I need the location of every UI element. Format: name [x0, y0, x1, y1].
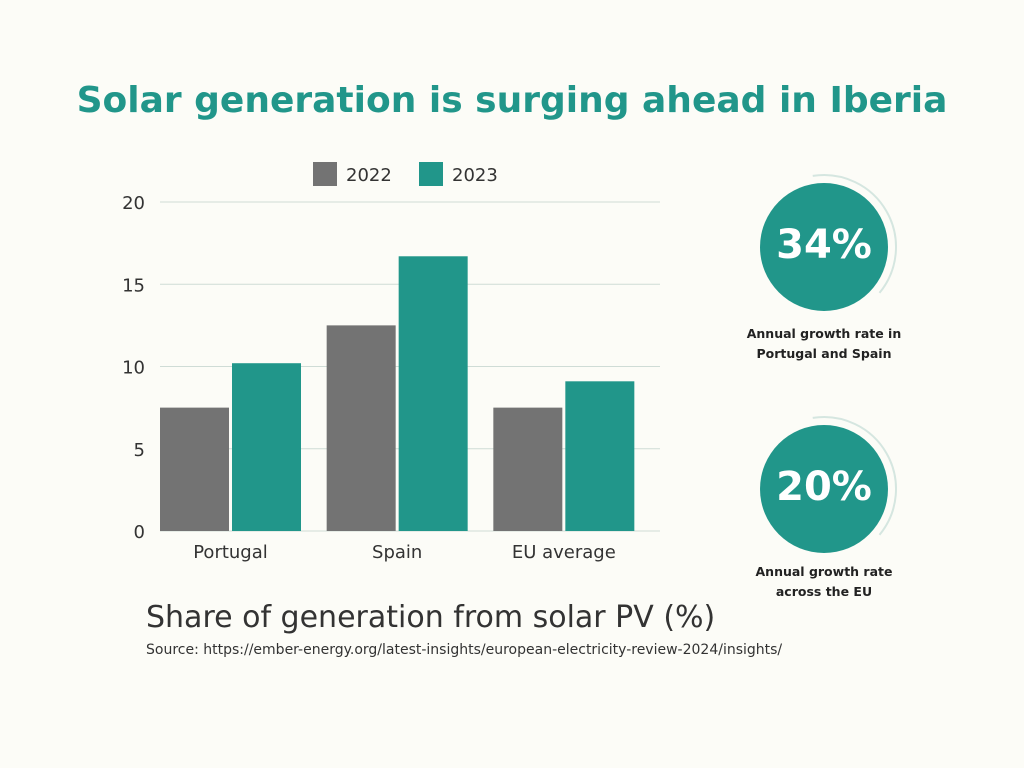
legend-label: 2022	[346, 165, 392, 186]
progress-arc	[812, 174, 897, 294]
y-tick-label: 15	[122, 275, 145, 296]
bar-2022-portugal	[160, 407, 229, 531]
stat-label-portugal-spain: Annual growth rate in Portugal and Spain	[734, 324, 914, 364]
bar-2023-spain	[398, 256, 468, 531]
stat-value-portugal-spain: 34%	[776, 222, 872, 268]
y-tick-label: 10	[122, 358, 145, 379]
chart-xlabel: Share of generation from solar PV (%)	[146, 600, 716, 635]
bar-2023-portugal	[232, 363, 301, 531]
bar-2023-eu-average	[565, 381, 635, 531]
legend-label: 2023	[452, 165, 498, 186]
progress-arc	[812, 416, 897, 536]
source-note: Source: https://ember-energy.org/latest-…	[146, 642, 783, 658]
stat-label-line: across the EU	[775, 584, 873, 599]
stat-value-eu: 20%	[776, 464, 872, 510]
stat-label-line: Annual growth rate	[755, 564, 893, 579]
y-tick-label: 5	[134, 440, 145, 461]
bar-2022-eu-average	[493, 407, 563, 531]
y-tick-label: 0	[134, 522, 145, 543]
stat-label-line: Annual growth rate in	[746, 326, 902, 341]
legend-swatch	[313, 162, 337, 186]
stat-label-line: Portugal and Spain	[756, 346, 892, 361]
y-tick-label: 20	[122, 193, 145, 214]
x-tick-label: Spain	[372, 542, 422, 563]
legend-swatch	[419, 162, 443, 186]
page-title: Solar generation is surging ahead in Ibe…	[76, 80, 948, 121]
stat-circle	[760, 183, 888, 311]
bar-2022-spain	[326, 325, 396, 531]
stat-label-eu: Annual growth rate across the EU	[734, 562, 914, 602]
x-tick-label: EU average	[512, 542, 616, 563]
x-tick-label: Portugal	[193, 542, 268, 563]
stat-circle	[760, 425, 888, 553]
